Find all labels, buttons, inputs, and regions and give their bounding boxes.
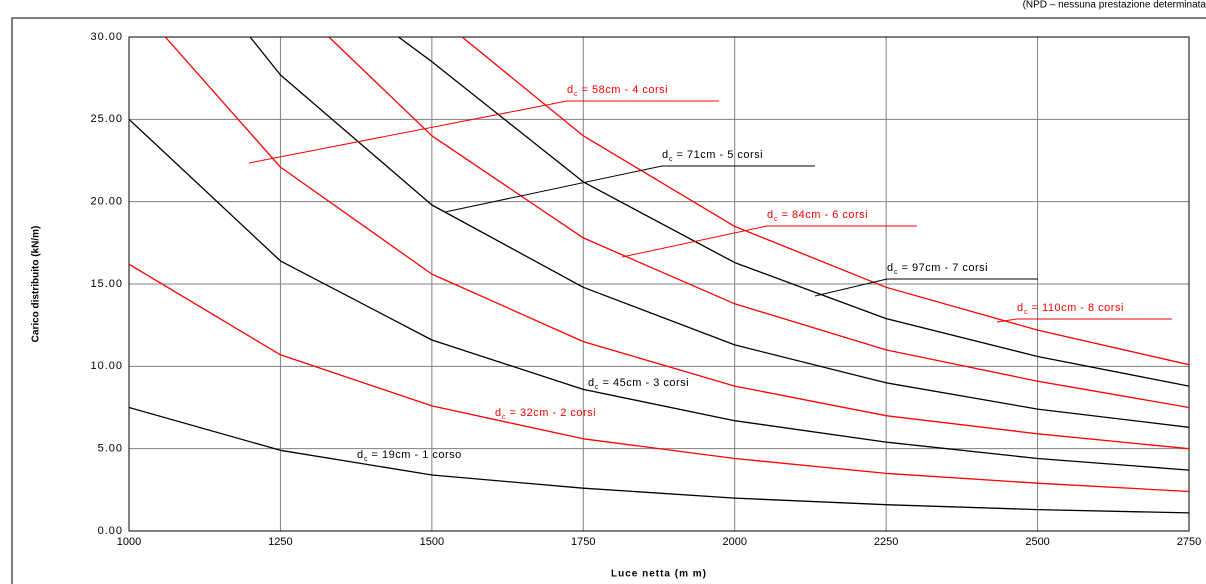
x-tick-label: 2500 bbox=[1025, 536, 1049, 548]
leader-line bbox=[444, 165, 663, 213]
x-tick-label: 1500 bbox=[420, 536, 444, 548]
x-tick-label: 2250 bbox=[874, 536, 898, 548]
y-tick-label: 25.00 bbox=[90, 113, 123, 125]
leader-line bbox=[248, 100, 568, 164]
series-line bbox=[129, 263, 1189, 493]
curve-label: = 71cm - 5 corsi bbox=[673, 149, 763, 161]
leader-line bbox=[996, 318, 1018, 323]
label-subscript: c bbox=[669, 156, 673, 163]
series-line bbox=[328, 37, 1189, 409]
label-subscript: c bbox=[1024, 309, 1028, 316]
x-tick-label: 1750 bbox=[571, 536, 595, 548]
label-symbol: d bbox=[767, 209, 773, 221]
y-tick-label: 20.00 bbox=[90, 196, 123, 208]
label-symbol: d bbox=[887, 262, 893, 274]
y-tick-label: 30.00 bbox=[90, 31, 123, 43]
curve-label: = 97cm - 7 corsi bbox=[898, 262, 988, 274]
y-axis-title: Carico distribuito (kN/m) bbox=[31, 226, 42, 343]
curve-label: = 19cm - 1 corso bbox=[368, 449, 462, 461]
x-tick-label: 1000 bbox=[117, 536, 141, 548]
label-subscript: c bbox=[574, 91, 578, 98]
curve-label: = 84cm - 6 corsi bbox=[778, 209, 868, 221]
label-symbol: d bbox=[588, 377, 594, 389]
y-tick-label: 10.00 bbox=[90, 360, 123, 372]
label-symbol: d bbox=[357, 449, 363, 461]
series-line bbox=[398, 37, 1189, 387]
label-subscript: c bbox=[364, 456, 368, 463]
label-symbol: d bbox=[567, 84, 573, 96]
label-symbol: d bbox=[662, 149, 668, 161]
y-tick-label: 0.00 bbox=[98, 525, 123, 537]
curve-label: = 45cm - 3 corsi bbox=[599, 377, 689, 389]
note: (NPD – nessuna prestazione determinata bbox=[1023, 0, 1206, 11]
leader-line bbox=[621, 225, 768, 258]
y-tick-label: 5.00 bbox=[98, 443, 123, 455]
label-subscript: c bbox=[894, 269, 898, 276]
label-symbol: d bbox=[1017, 302, 1023, 314]
label-subscript: c bbox=[502, 414, 506, 421]
label-subscript: c bbox=[774, 216, 778, 223]
series-line bbox=[129, 406, 1189, 514]
chart-frame bbox=[11, 17, 1206, 584]
series-line bbox=[129, 118, 1189, 471]
x-tick-label: 2750 bbox=[1177, 536, 1201, 548]
label-symbol: d bbox=[495, 407, 501, 419]
y-tick-label: 15.00 bbox=[90, 278, 123, 290]
plot-border bbox=[128, 36, 1190, 532]
x-tick-label: 2000 bbox=[722, 536, 746, 548]
leader-line bbox=[814, 278, 888, 297]
label-subscript: c bbox=[595, 384, 599, 391]
series-line bbox=[249, 37, 1189, 428]
x-tick-label: 1250 bbox=[268, 536, 292, 548]
series-group bbox=[129, 37, 1189, 514]
curve-label: = 58cm - 4 corsi bbox=[578, 84, 668, 96]
series-line bbox=[461, 37, 1189, 366]
series-line bbox=[164, 37, 1189, 450]
x-axis-title: Luce netta (m m) bbox=[611, 569, 707, 580]
curve-label: = 32cm - 2 corsi bbox=[506, 407, 596, 419]
curve-label: = 110cm - 8 corsi bbox=[1028, 302, 1124, 314]
